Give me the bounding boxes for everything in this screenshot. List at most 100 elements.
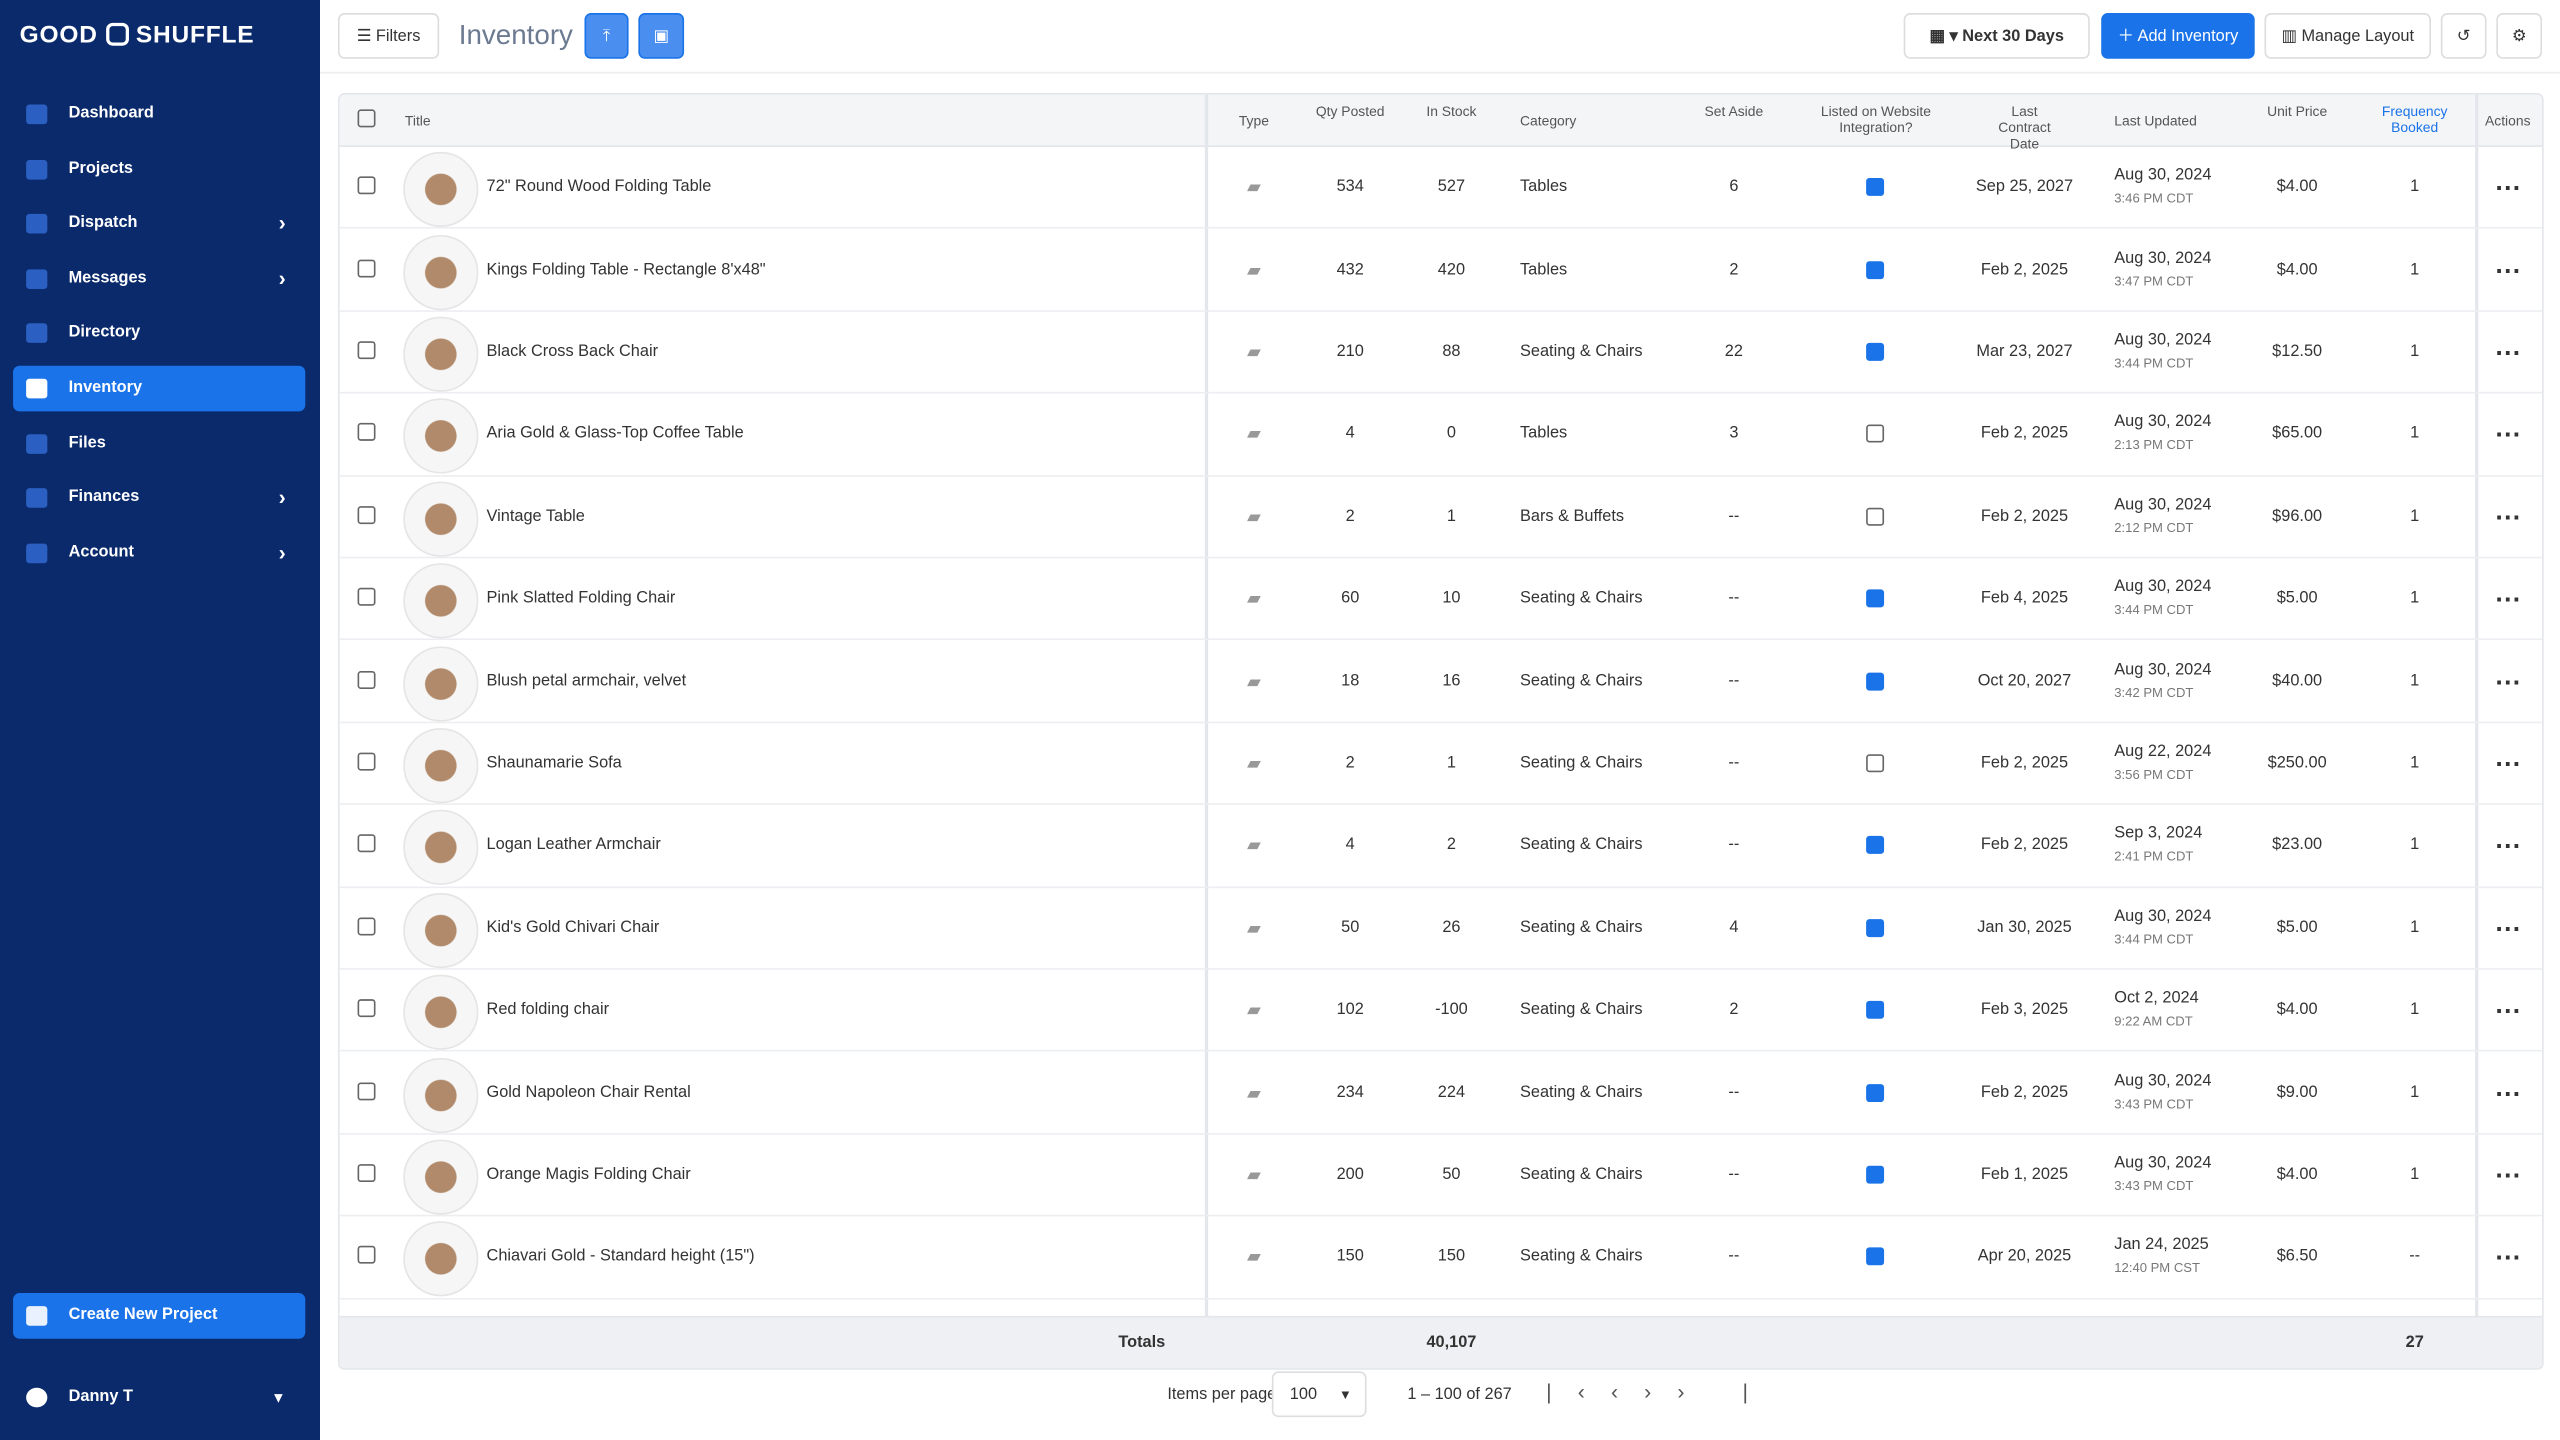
create-project[interactable]: Create New Project [13, 1293, 306, 1339]
cell-text: Seating & Chairs [1520, 342, 1643, 361]
row-checkbox[interactable] [357, 917, 376, 936]
item-title[interactable]: Orange Magis Folding Chair [486, 1165, 691, 1184]
nav-item[interactable]: Projects [13, 146, 305, 192]
barcode-button[interactable]: ▣ [638, 13, 685, 59]
column-header[interactable]: Title [404, 112, 431, 129]
column-header[interactable]: Frequency Booked [2381, 102, 2448, 136]
brand: GOOD SHUFFLE [20, 21, 255, 49]
listed-checkbox[interactable] [1866, 342, 1885, 361]
nav-item[interactable]: Dashboard [13, 91, 305, 137]
actions-menu[interactable]: ⋯ [2494, 751, 2521, 779]
row-checkbox[interactable] [357, 834, 376, 853]
listed-checkbox[interactable] [1866, 1165, 1885, 1184]
row-checkbox[interactable] [357, 670, 376, 689]
manage-layout[interactable]: ▥ Manage Layout [2264, 13, 2432, 59]
item-title[interactable]: Pink Slatted Folding Chair [486, 589, 676, 608]
column-header[interactable]: Type [1238, 112, 1269, 129]
nav-item[interactable]: Inventory [13, 365, 306, 412]
nav-icon [26, 323, 48, 344]
item-title[interactable]: Red folding chair [486, 1001, 610, 1020]
add-inventory[interactable]: ＋ Add Inventory [2101, 13, 2255, 59]
column-header[interactable]: Listed on Website Integration? [1820, 102, 1931, 136]
row-checkbox[interactable] [357, 423, 376, 442]
column-header[interactable]: Actions [2485, 112, 2531, 129]
listed-checkbox[interactable] [1866, 1247, 1885, 1266]
totals-stock: 40,107 [1426, 1333, 1477, 1352]
listed-checkbox[interactable] [1866, 425, 1885, 444]
cell-text: 50 [1341, 918, 1360, 937]
listed-checkbox[interactable] [1866, 1001, 1885, 1020]
column-header[interactable]: Set Aside [1704, 102, 1764, 120]
actions-menu[interactable]: ⋯ [2494, 1244, 2521, 1273]
column-header[interactable]: Qty Posted [1315, 102, 1385, 120]
actions-menu[interactable]: ⋯ [2494, 586, 2521, 615]
settings-button[interactable]: ⚙ [2496, 13, 2543, 59]
actions-menu[interactable]: ⋯ [2494, 175, 2521, 203]
column-header[interactable]: Last Updated [2114, 112, 2197, 129]
column-header[interactable]: Unit Price [2267, 102, 2328, 120]
listed-checkbox[interactable] [1866, 918, 1885, 937]
item-title[interactable]: Logan Leather Armchair [486, 836, 661, 855]
actions-menu[interactable]: ⋯ [2494, 668, 2521, 697]
item-title[interactable]: Chiavari Gold - Standard height (15") [486, 1247, 755, 1266]
history-button[interactable]: ↺ [2440, 13, 2487, 59]
nav-item[interactable]: Files [13, 421, 305, 467]
row-checkbox[interactable] [357, 588, 376, 607]
row-checkbox[interactable] [357, 258, 376, 277]
filters-button[interactable]: ☰ Filters [337, 13, 440, 59]
listed-checkbox[interactable] [1866, 507, 1885, 526]
item-title[interactable]: Aria Gold & Glass-Top Coffee Table [486, 425, 744, 444]
actions-menu[interactable]: ⋯ [2494, 833, 2521, 862]
row-checkbox[interactable] [357, 1081, 376, 1100]
item-title[interactable]: Vintage Table [486, 507, 585, 526]
item-title[interactable]: 72" Round Wood Folding Table [486, 178, 712, 197]
actions-menu[interactable]: ⋯ [2494, 421, 2521, 450]
actions-menu[interactable]: ⋯ [2494, 915, 2521, 944]
nav-item[interactable]: Dispatch › [13, 201, 305, 247]
unit-price: $65.00 [2272, 425, 2323, 444]
listed-checkbox[interactable] [1866, 754, 1885, 773]
upload-button[interactable]: ⤒ [584, 13, 629, 59]
item-title[interactable]: Kings Folding Table - Rectangle 8'x48" [486, 260, 766, 279]
nav-item[interactable]: Finances › [13, 475, 305, 521]
column-header[interactable]: In Stock [1426, 102, 1477, 120]
listed-checkbox[interactable] [1866, 836, 1885, 855]
row-checkbox[interactable] [357, 1246, 376, 1265]
nav-item[interactable]: Account › [13, 530, 305, 576]
listed-checkbox[interactable] [1866, 589, 1885, 608]
row-checkbox[interactable] [357, 505, 376, 524]
row-checkbox[interactable] [357, 1164, 376, 1183]
listed-checkbox[interactable] [1866, 178, 1885, 197]
row-checkbox[interactable] [357, 176, 376, 195]
listed-checkbox[interactable] [1866, 1083, 1885, 1102]
listed-checkbox[interactable] [1866, 260, 1885, 279]
row-checkbox[interactable] [357, 999, 376, 1018]
user-menu[interactable]: Danny T ▼ [13, 1375, 305, 1421]
item-title[interactable]: Kid's Gold Chivari Chair [486, 918, 660, 937]
actions-menu[interactable]: ⋯ [2494, 257, 2521, 286]
page-size[interactable]: 100 ▼ [1271, 1371, 1367, 1418]
actions-menu[interactable]: ⋯ [2494, 1080, 2521, 1108]
item-title[interactable]: Black Cross Back Chair [486, 342, 659, 361]
actions-menu[interactable]: ⋯ [2494, 1162, 2521, 1191]
actions-menu[interactable]: ⋯ [2494, 504, 2521, 532]
row-checkbox[interactable] [357, 341, 376, 360]
column-header[interactable]: Category [1520, 112, 1577, 129]
item-title[interactable]: Shaunamarie Sofa [486, 754, 622, 773]
item-title[interactable]: Blush petal armchair, velvet [486, 671, 687, 690]
actions-menu[interactable]: ⋯ [2494, 997, 2521, 1026]
nav-item[interactable]: Directory [13, 311, 305, 357]
frequency: 1 [2410, 1083, 2420, 1102]
column-header[interactable]: Last Contract Date [1998, 102, 2051, 152]
date-range[interactable]: ▦ ▾ Next 30 Days [1903, 13, 2090, 59]
item-title[interactable]: Gold Napoleon Chair Rental [486, 1083, 691, 1102]
select-all[interactable] [357, 109, 376, 128]
pager-arrows[interactable]: |‹‹›› | [1546, 1379, 1775, 1405]
cell-text: 26 [1442, 918, 1461, 937]
row-checkbox[interactable] [357, 752, 376, 771]
avatar [26, 1387, 48, 1408]
nav-item[interactable]: Messages › [13, 256, 305, 302]
contract-date: Jan 30, 2025 [1977, 918, 2072, 937]
actions-menu[interactable]: ⋯ [2494, 339, 2521, 368]
listed-checkbox[interactable] [1866, 671, 1885, 690]
